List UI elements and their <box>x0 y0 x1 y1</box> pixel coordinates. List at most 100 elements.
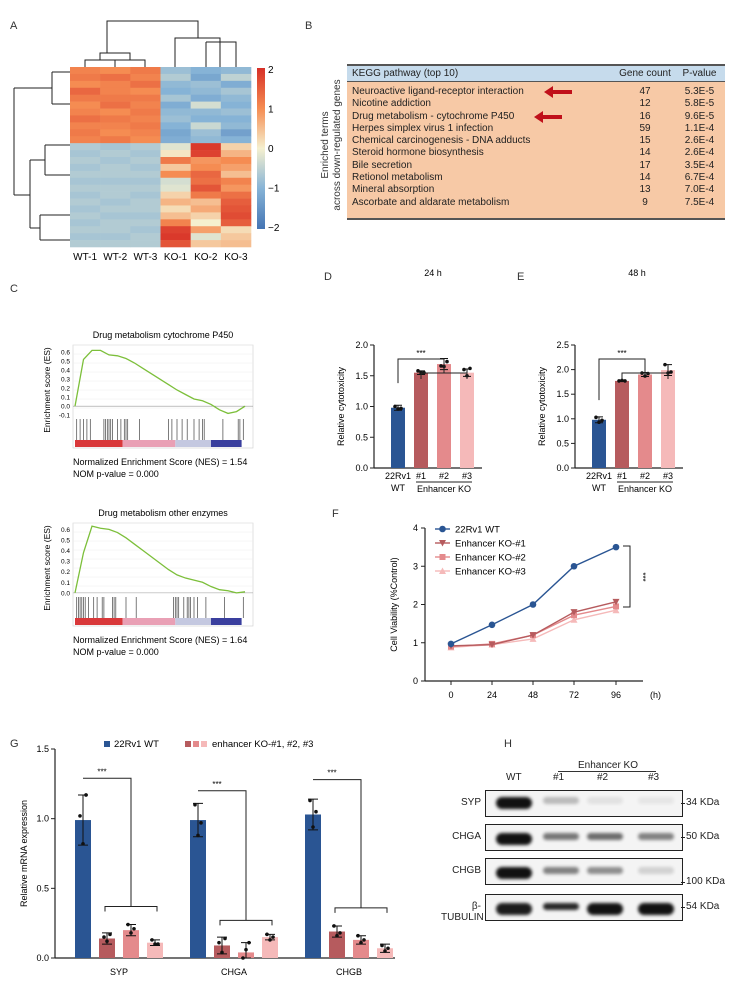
heatmap-cell <box>70 177 101 185</box>
heatmap-cell <box>100 87 131 95</box>
heatmap-cell <box>70 150 101 158</box>
heatmap-cell <box>160 212 191 220</box>
kegg-p-value: 2.6E-4 <box>684 147 715 159</box>
colorbar-tick-label: 0 <box>268 144 274 155</box>
gsea-rank-bar <box>75 440 123 447</box>
marker-triangle-down <box>439 540 446 547</box>
heatmap-cell <box>190 163 222 172</box>
heatmap-cell <box>70 212 101 220</box>
data-point <box>383 949 387 953</box>
heatmap-cell <box>160 233 191 241</box>
heatmap-cell <box>220 157 252 165</box>
heatmap-cell <box>70 122 101 130</box>
x-tick-label: #2 <box>640 471 650 481</box>
kegg-p-value: 6.7E-4 <box>684 172 715 184</box>
y-tick-label: 2.0 <box>556 365 569 375</box>
data-point <box>396 407 400 411</box>
data-point <box>362 938 366 942</box>
gsea-y-tick: -0.1 <box>59 413 71 420</box>
heatmap-cell <box>70 101 101 109</box>
kegg-pathway: Nicotine addiction <box>352 98 431 110</box>
x-tick-label: 22Rv1 <box>385 471 411 481</box>
data-point <box>308 798 312 803</box>
heatmap-cell <box>160 150 191 158</box>
blot-band <box>496 833 532 845</box>
significance-label: *** <box>617 349 626 358</box>
blot-protein-label: SYP <box>460 797 481 808</box>
x-tick-label: #3 <box>462 471 472 481</box>
y-tick-label: 2.5 <box>556 340 569 350</box>
gsea-y-tick: 0.1 <box>61 395 70 402</box>
blot-band <box>638 797 674 804</box>
gsea-y-label: Enrichment score (ES) <box>42 525 52 611</box>
data-point <box>359 940 363 945</box>
blot-band <box>587 797 623 804</box>
heatmap-cell <box>130 170 161 179</box>
y-axis-label: Relative cytotoxicity <box>336 366 346 446</box>
marker-triangle-down <box>488 641 496 649</box>
heatmap-cell <box>70 67 101 75</box>
blot-strip <box>485 790 683 817</box>
significance-bracket <box>83 777 158 912</box>
legend-label-wt: 22Rv1 WT <box>114 739 159 750</box>
gsea-y-tick: 0.0 <box>61 590 70 597</box>
blot-band <box>543 867 579 874</box>
heatmap-cell <box>70 80 101 89</box>
legend-swatch-ko <box>185 741 191 747</box>
bar <box>460 372 474 468</box>
kegg-pathway: Steroid hormone biosynthesis <box>352 147 484 159</box>
significance-label: *** <box>97 767 106 776</box>
panel-label-b: B <box>305 20 313 32</box>
data-point <box>132 926 136 931</box>
heatmap-cell <box>130 150 161 158</box>
gsea-es-curve <box>74 349 246 415</box>
heatmap-cell <box>160 94 191 102</box>
data-point <box>314 809 318 814</box>
heatmap-cell <box>220 205 252 213</box>
colorbar-tick-label: 1 <box>268 105 274 116</box>
heatmap-cell <box>220 73 252 82</box>
heatmap-cell <box>100 240 131 248</box>
data-point <box>271 935 275 939</box>
significance-label: *** <box>416 349 425 358</box>
blot-protein-label: CHGB <box>452 865 481 876</box>
heatmap-cell <box>70 219 101 227</box>
bar <box>615 380 629 468</box>
kegg-row: Chemical carcinogenesis - DNA adducts 15 2… <box>347 135 725 147</box>
bar <box>123 930 139 958</box>
y-tick-label: 1.0 <box>355 402 368 412</box>
data-point <box>335 933 339 938</box>
data-point <box>399 406 403 411</box>
heatmap-cell <box>70 157 101 165</box>
marker-triangle-down <box>612 598 620 606</box>
heatmap-cell <box>160 205 191 213</box>
panel-label-c: C <box>10 283 18 295</box>
kegg-gene-count: 14 <box>639 172 651 184</box>
heatmap-cell <box>220 122 252 130</box>
y-tick-label: 1.5 <box>556 389 569 399</box>
heatmap-cell <box>130 67 161 75</box>
x-tick-label: 96 <box>611 690 621 700</box>
heatmap-cell <box>190 67 222 75</box>
heatmap-cell <box>70 170 101 179</box>
data-point <box>620 378 624 383</box>
heatmap-cell <box>130 94 161 102</box>
kegg-row: Steroid hormone biosynthesis 14 2.6E-4 <box>347 147 725 159</box>
heatmap-cell <box>100 184 131 192</box>
y-tick-label: 1.5 <box>355 371 368 381</box>
heatmap-cell <box>130 191 161 199</box>
heatmap-chart: WT-1 WT-2 WT-3 KO-1 KO-2 KO-3 2 1 0 −1 −2 <box>13 20 280 263</box>
marker-square <box>439 554 446 560</box>
kegg-table: KEGG pathway (top 10) Gene count P-value… <box>347 64 725 220</box>
blot-band <box>543 797 579 804</box>
panel-label-e: E <box>517 271 525 283</box>
heatmap-cell <box>100 198 131 206</box>
heatmap-cell <box>160 108 191 116</box>
blot-band <box>496 867 532 879</box>
x-tick-label: CHGA <box>221 967 247 977</box>
heatmap-cell <box>70 87 101 95</box>
highlight-arrow-icon <box>544 86 572 98</box>
marker-circle <box>612 543 620 551</box>
heatmap-cell <box>100 73 131 82</box>
